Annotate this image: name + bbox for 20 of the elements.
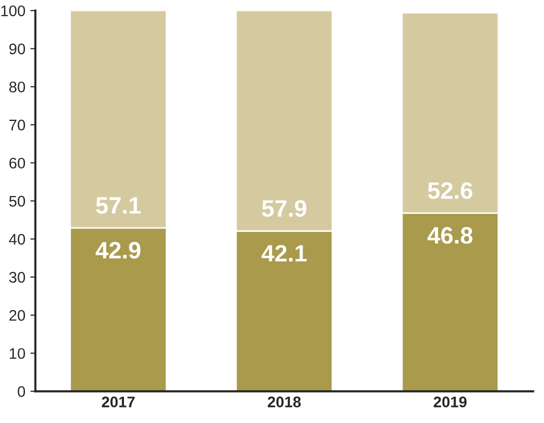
data-label: 46.8 bbox=[428, 227, 472, 244]
x-tick-label: 2018 bbox=[268, 396, 301, 408]
y-tick-label: 80 bbox=[9, 82, 26, 92]
y-tick-label: 60 bbox=[9, 158, 26, 169]
data-label: 42.9 bbox=[96, 242, 140, 259]
data-label: 42.1 bbox=[262, 244, 307, 262]
y-tick-label: 0 bbox=[18, 386, 26, 397]
y-tick-label: 20 bbox=[9, 310, 26, 321]
data-label: 57.9 bbox=[262, 200, 306, 217]
data-label: 57.1 bbox=[96, 197, 141, 214]
x-tick-label: 2017 bbox=[102, 396, 135, 408]
y-tick-label: 100 bbox=[1, 5, 26, 16]
x-tick-label: 2019 bbox=[434, 396, 467, 408]
y-tick-label: 40 bbox=[8, 234, 26, 245]
y-tick-label: 70 bbox=[9, 120, 26, 130]
y-tick-label: 10 bbox=[10, 348, 26, 359]
y-tick-label: 50 bbox=[9, 196, 26, 207]
data-label: 52.6 bbox=[428, 182, 472, 199]
y-tick-label: 90 bbox=[9, 44, 26, 54]
y-tick-label: 30 bbox=[9, 272, 26, 283]
